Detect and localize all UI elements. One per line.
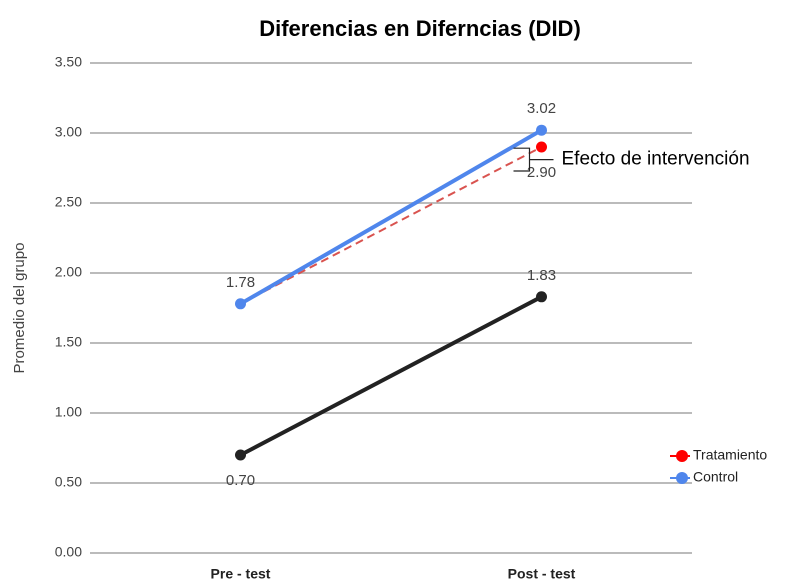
series-line [240, 146, 542, 305]
data-label: 0.70 [226, 472, 255, 489]
x-tick-label: Pre - test [211, 566, 271, 582]
legend-label: Tratamiento [693, 447, 767, 463]
point [235, 298, 246, 310]
annotation-bracket [513, 147, 554, 172]
y-tick-label: 0.50 [55, 474, 82, 490]
point [536, 124, 547, 136]
y-tick-label: 2.50 [55, 194, 82, 210]
data-label: 1.83 [527, 267, 556, 284]
legend-label: Control [693, 469, 738, 485]
y-axis-label: Promedio del grupo [11, 243, 28, 374]
series-line [239, 295, 543, 457]
legend-swatch [676, 450, 688, 462]
point [536, 291, 547, 303]
x-tick-label: Post - test [508, 566, 576, 582]
y-tick-label: 1.50 [55, 334, 82, 350]
y-tick-label: 3.00 [55, 124, 82, 140]
annotation: Efecto de intervención [562, 149, 750, 170]
chart-title: Diferencias en Diferncias (DID) [259, 16, 581, 41]
data-label: 3.02 [527, 100, 556, 117]
y-tick-label: 3.50 [55, 54, 82, 70]
y-tick-label: 1.00 [55, 404, 82, 420]
data-label: 2.90 [527, 164, 556, 181]
point [235, 449, 246, 461]
series-line [239, 128, 543, 306]
data-label: 1.78 [226, 274, 255, 291]
y-tick-label: 2.00 [55, 264, 82, 280]
y-tick-label: 0.00 [55, 544, 82, 560]
legend-swatch [676, 472, 688, 484]
point [536, 141, 547, 153]
